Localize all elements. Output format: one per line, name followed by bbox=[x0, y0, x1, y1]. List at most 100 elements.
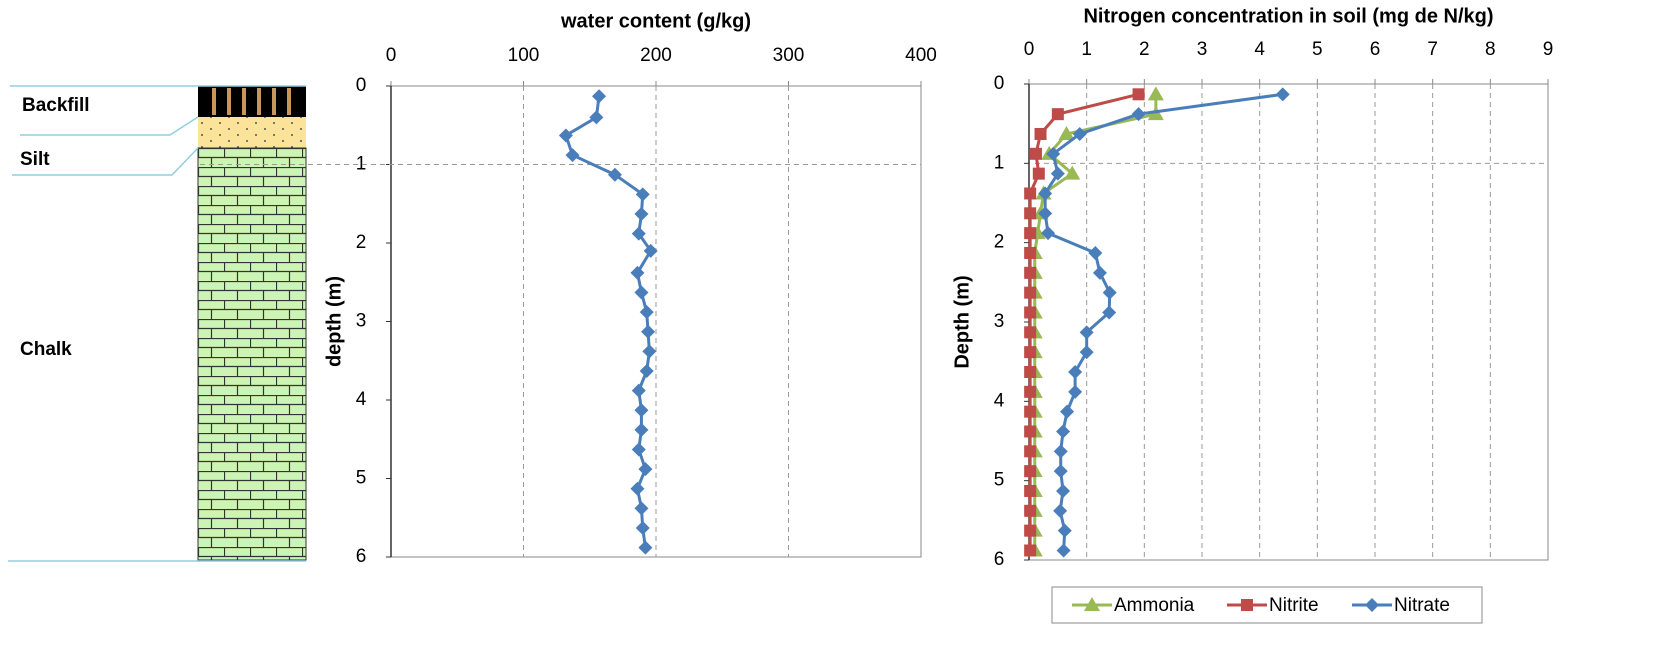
marker bbox=[630, 481, 645, 496]
series-line bbox=[1043, 92, 1283, 551]
y-tick-label: 4 bbox=[356, 389, 367, 410]
marker bbox=[607, 167, 622, 182]
x-tick-label: 6 bbox=[1370, 39, 1381, 60]
x-tick-label: 2 bbox=[1139, 39, 1150, 60]
marker bbox=[1024, 465, 1037, 478]
plot-area bbox=[1028, 83, 1549, 561]
marker bbox=[1053, 503, 1068, 518]
marker bbox=[634, 206, 649, 221]
marker bbox=[1024, 326, 1037, 339]
x-tick-label: 100 bbox=[508, 45, 540, 66]
x-tick-label: 5 bbox=[1312, 39, 1323, 60]
marker bbox=[1064, 165, 1081, 180]
series-line bbox=[1028, 92, 1139, 551]
marker bbox=[1056, 424, 1071, 439]
y-tick-label: 4 bbox=[994, 390, 1005, 411]
marker bbox=[631, 383, 646, 398]
marker bbox=[1068, 384, 1083, 399]
marker bbox=[643, 243, 658, 258]
marker bbox=[1079, 325, 1094, 340]
marker bbox=[1102, 285, 1117, 300]
marker bbox=[631, 226, 646, 241]
y-axis-label: depth (m) bbox=[323, 276, 345, 367]
layer-label: Silt bbox=[20, 149, 50, 170]
x-tick-label: 9 bbox=[1543, 39, 1554, 60]
marker bbox=[1068, 364, 1083, 379]
marker bbox=[1024, 266, 1037, 279]
marker bbox=[1038, 186, 1053, 201]
x-tick-label: 0 bbox=[1024, 39, 1035, 60]
marker bbox=[1024, 405, 1037, 418]
y-tick-label: 3 bbox=[356, 311, 367, 332]
y-tick-label: 6 bbox=[356, 546, 367, 567]
marker bbox=[1024, 306, 1037, 319]
marker bbox=[1079, 345, 1094, 360]
marker bbox=[1241, 599, 1253, 611]
x-tick-label: 0 bbox=[386, 45, 397, 66]
marker bbox=[1084, 597, 1100, 611]
marker bbox=[1088, 245, 1103, 260]
marker bbox=[1024, 524, 1037, 537]
legend-label: Nitrate bbox=[1394, 595, 1450, 616]
marker bbox=[1365, 598, 1379, 612]
series-line bbox=[1033, 94, 1158, 551]
y-tick-label: 2 bbox=[356, 232, 367, 253]
marker bbox=[634, 403, 649, 418]
layer-label: Backfill bbox=[22, 95, 90, 116]
y-tick-label: 1 bbox=[994, 152, 1005, 173]
marker bbox=[635, 520, 650, 535]
marker bbox=[1275, 87, 1290, 102]
y-tick-label: 0 bbox=[356, 75, 367, 96]
marker bbox=[1024, 425, 1037, 438]
marker bbox=[1092, 265, 1107, 280]
y-tick-label: 0 bbox=[994, 73, 1005, 94]
marker bbox=[635, 187, 650, 202]
marker bbox=[1024, 246, 1037, 259]
marker bbox=[1024, 504, 1037, 517]
series-line bbox=[564, 96, 653, 548]
x-tick-label: 8 bbox=[1485, 39, 1496, 60]
marker bbox=[639, 363, 654, 378]
marker bbox=[1056, 483, 1071, 498]
marker bbox=[1024, 544, 1037, 557]
x-tick-label: 400 bbox=[905, 45, 937, 66]
legend-label: Nitrite bbox=[1269, 595, 1319, 616]
marker bbox=[1024, 286, 1037, 299]
y-tick-label: 3 bbox=[994, 311, 1005, 332]
x-tick-label: 300 bbox=[773, 45, 805, 66]
y-tick-label: 5 bbox=[994, 470, 1005, 491]
x-tick-label: 4 bbox=[1254, 39, 1265, 60]
marker bbox=[639, 305, 654, 320]
marker bbox=[1056, 543, 1071, 558]
marker bbox=[634, 285, 649, 300]
marker bbox=[1041, 226, 1056, 241]
marker bbox=[1034, 127, 1047, 140]
marker bbox=[1053, 464, 1068, 479]
marker bbox=[1032, 167, 1045, 180]
marker bbox=[1024, 227, 1037, 240]
y-tick-label: 6 bbox=[994, 549, 1005, 570]
marker bbox=[642, 344, 657, 359]
marker bbox=[589, 110, 604, 125]
marker bbox=[631, 442, 646, 457]
marker bbox=[1029, 147, 1042, 160]
marker bbox=[638, 540, 653, 555]
marker bbox=[1147, 86, 1164, 101]
chart-title: Nitrogen concentration in soil (mg de N/… bbox=[1083, 5, 1493, 27]
marker bbox=[1038, 206, 1053, 221]
marker bbox=[1024, 346, 1037, 359]
marker bbox=[1024, 365, 1037, 378]
marker bbox=[1102, 305, 1117, 320]
marker bbox=[634, 501, 649, 516]
marker bbox=[1132, 88, 1145, 101]
marker bbox=[630, 265, 645, 280]
marker bbox=[1046, 146, 1061, 161]
x-tick-label: 7 bbox=[1427, 39, 1438, 60]
marker bbox=[1131, 107, 1146, 122]
y-tick-label: 2 bbox=[994, 232, 1005, 253]
marker bbox=[1024, 187, 1037, 200]
y-axis-label: Depth (m) bbox=[951, 275, 973, 368]
soil-column: Backfill Silt Chalk bbox=[8, 85, 307, 562]
marker bbox=[638, 462, 653, 477]
